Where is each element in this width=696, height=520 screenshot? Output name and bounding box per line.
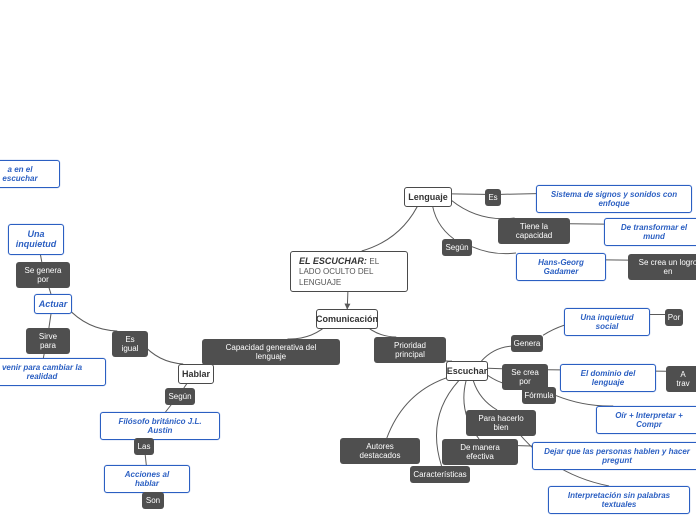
- node-n_es: Es: [485, 189, 501, 206]
- node-n_comunicacion: Comunicación: [316, 309, 378, 329]
- edge: [67, 307, 118, 331]
- edge: [362, 200, 421, 251]
- node-n_acciones: Acciones al hablar: [104, 465, 190, 493]
- node-n_atrav: A trav: [666, 366, 696, 392]
- node-n_dominio: El dominio del lenguaje: [560, 364, 656, 392]
- node-n_dejar: Dejar que las personas hablen y hacer pr…: [532, 442, 696, 470]
- node-n_escuchar2: Escuchar: [446, 361, 488, 381]
- node-n_lenguaje: Lenguaje: [404, 187, 452, 207]
- node-n_segun2: Según: [165, 388, 195, 405]
- node-n_gadamer: Hans-Georg Gadamer: [516, 253, 606, 281]
- node-n_venir: venir para cambiar la realidad: [0, 358, 106, 386]
- node-n_las: Las: [134, 438, 154, 455]
- node-n_filosofo: Filósofo británico J.L. Austin: [100, 412, 220, 440]
- node-n_transformar: De transformar el mund: [604, 218, 696, 246]
- edge: [452, 194, 485, 195]
- node-n_genera_por: Se genera por: [16, 262, 70, 288]
- edge: [501, 194, 536, 195]
- node-n_prioridad: Prioridad principal: [374, 337, 446, 363]
- node-n_capgen: Capacidad generativa del lenguaje: [202, 339, 340, 365]
- node-n_hablar: Hablar: [178, 364, 214, 384]
- node-n_por: Por: [665, 309, 683, 326]
- node-n_logro: Se crea un logro en: [628, 254, 696, 280]
- node-n_autores: Autores destacados: [340, 438, 420, 464]
- node-n_escuchar_top: a en el escuchar: [0, 160, 60, 188]
- edge: [556, 396, 613, 406]
- node-n_tienecap: Tiene la capacidad: [498, 218, 570, 244]
- node-n_son: Son: [142, 492, 164, 509]
- node-n_inquietud: Una inquietud: [8, 224, 64, 255]
- edge: [451, 200, 515, 219]
- node-n_formula: Fórmula: [522, 387, 556, 404]
- node-n_oir: Oír + Interpretar + Compr: [596, 406, 696, 434]
- node-n_inqsocial: Una inquietud social: [564, 308, 650, 336]
- node-n_interp: Interpretación sin palabras textuales: [548, 486, 690, 514]
- node-n_segun1: Según: [442, 239, 472, 256]
- node-n_sistema: Sistema de signos y sonidos con enfoque: [536, 185, 692, 213]
- node-n_manera: De manera efectiva: [442, 439, 518, 465]
- node-n_sirve_para: Sirve para: [26, 328, 70, 354]
- node-n_genera: Genera: [511, 335, 543, 352]
- edge: [387, 374, 460, 438]
- edge: [142, 343, 183, 364]
- node-n_elescuchar: EL ESCUCHAR: EL LADO OCULTO DEL LENGUAJE: [290, 251, 408, 292]
- node-n_es_igual: Es igual: [112, 331, 148, 357]
- edge: [472, 247, 516, 254]
- node-n_caract: Características: [410, 466, 470, 483]
- edge: [481, 346, 514, 361]
- node-n_parahacerlo: Para hacerlo bien: [466, 410, 536, 436]
- node-n_actuar: Actuar: [34, 294, 72, 314]
